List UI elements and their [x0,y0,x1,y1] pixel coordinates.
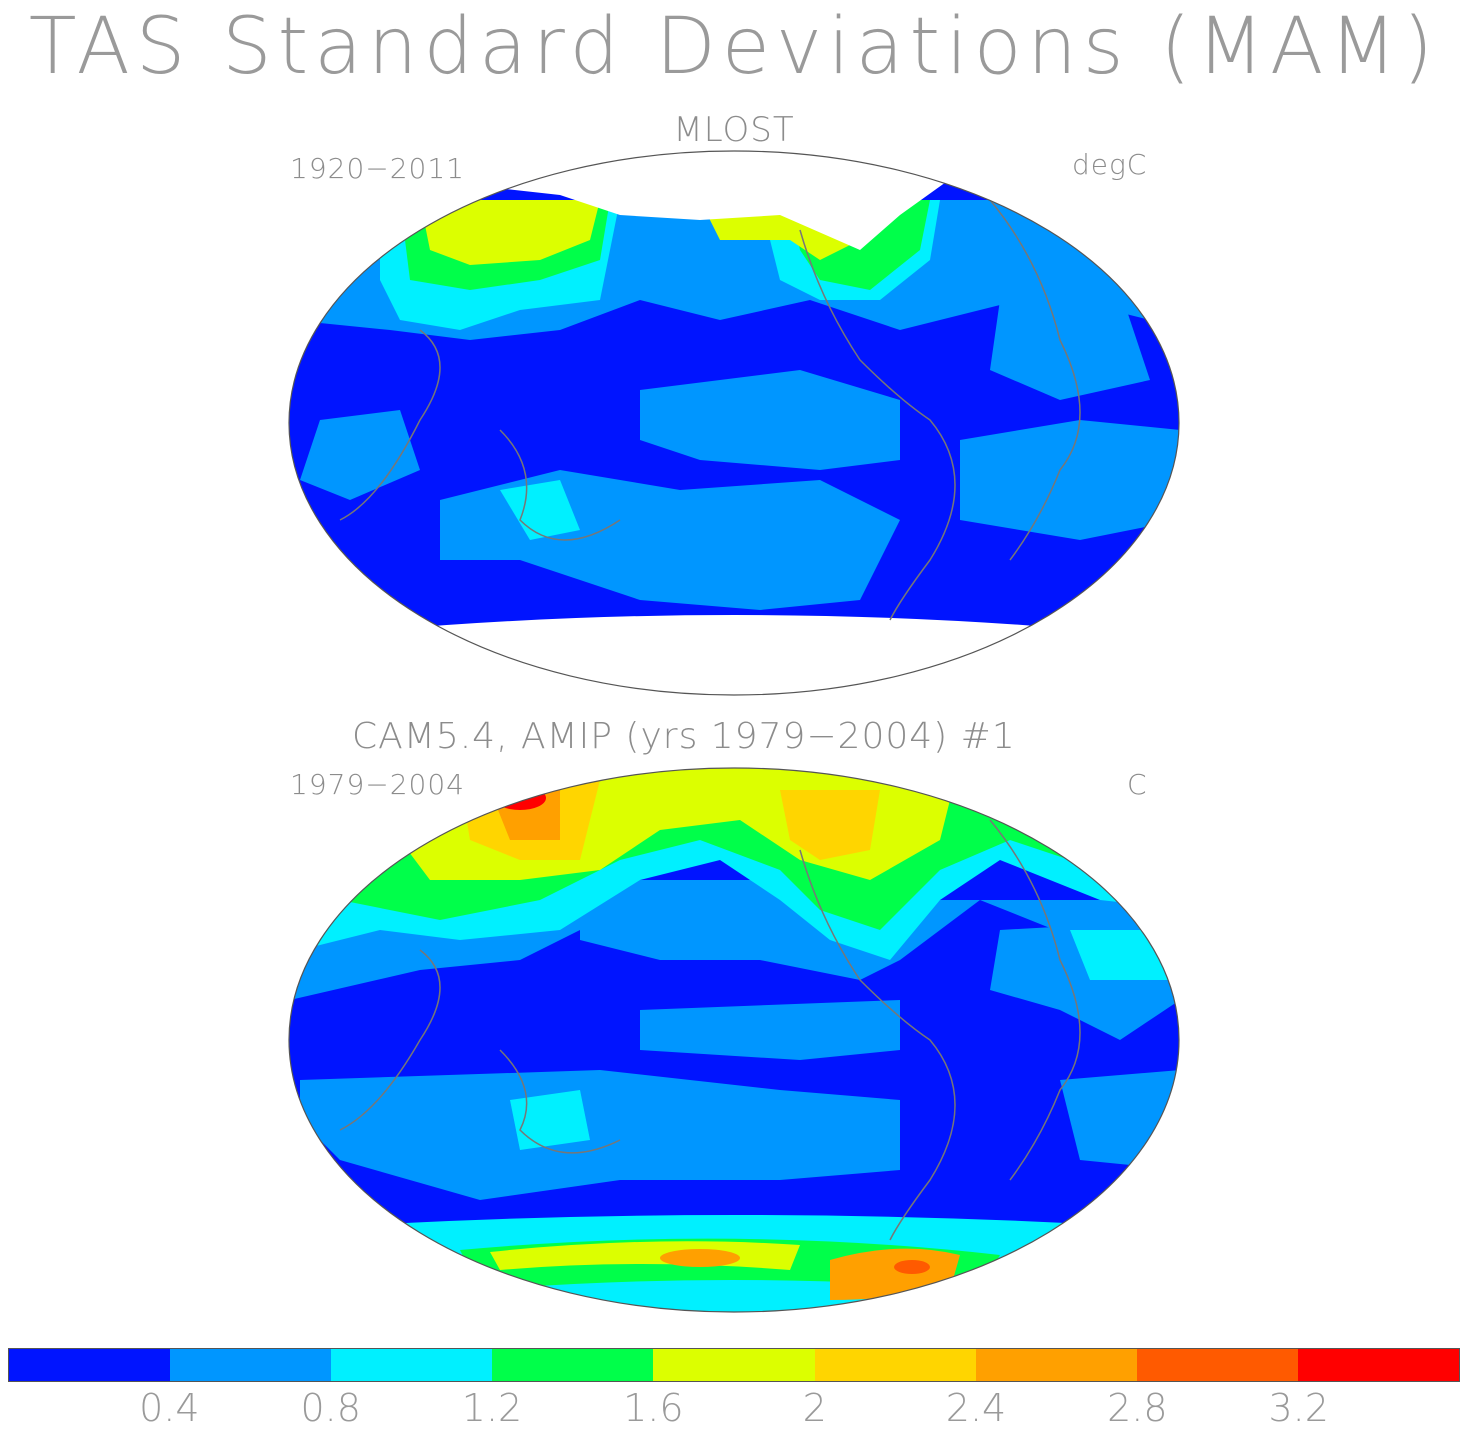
panel1-field-band [640,370,900,470]
colorbar-tick-label: 0.4 [139,1386,200,1430]
colorbar-segment [1136,1349,1298,1381]
panel2-period-label: 1979−2004 [290,768,465,801]
colorbar-tick-label: 1.6 [623,1386,684,1430]
panel1-field-band [420,200,600,265]
colorbar-segment [492,1349,654,1381]
coastline [499,429,621,541]
figure-title: TAS Standard Deviations (MAM) [28,2,1440,92]
panel2-units-label: C [1127,768,1148,801]
panel1-title: MLOST [673,110,795,150]
panel1-units-label: degC [1072,148,1148,181]
coastline [339,329,441,521]
panel2-title: CAM5.4, AMIP (yrs 1979−2004) #1 [352,716,1016,757]
coastline [989,199,1081,561]
panel1-map-border [288,150,1180,696]
colorbar-tick-label: 3.2 [1268,1386,1329,1430]
colorbar [8,1348,1460,1382]
panel1-field-band [300,410,420,500]
colorbar-segment [170,1349,332,1381]
panel1-period-label: 1920−2011 [290,152,465,185]
panel1-missing-antarctic [289,615,1179,695]
colorbar-segment [814,1349,976,1381]
colorbar-tick-label: 1.2 [461,1386,523,1430]
coastline [799,229,956,621]
panel1-field-band [500,480,580,540]
colorbar-segment [331,1349,493,1381]
colorbar-tick-label: 2.4 [945,1386,1007,1430]
colorbar-segment [9,1349,171,1381]
panel1-field-band [960,420,1179,540]
colorbar-tick-label: 2 [802,1386,827,1430]
panel1-field-band [990,290,1150,400]
colorbar-tick-label: 0.8 [300,1386,361,1430]
colorbar-segment [653,1349,815,1381]
colorbar-tick-label: 2.8 [1107,1386,1168,1430]
colorbar-segment [1297,1349,1459,1381]
colorbar-segment [975,1349,1137,1381]
